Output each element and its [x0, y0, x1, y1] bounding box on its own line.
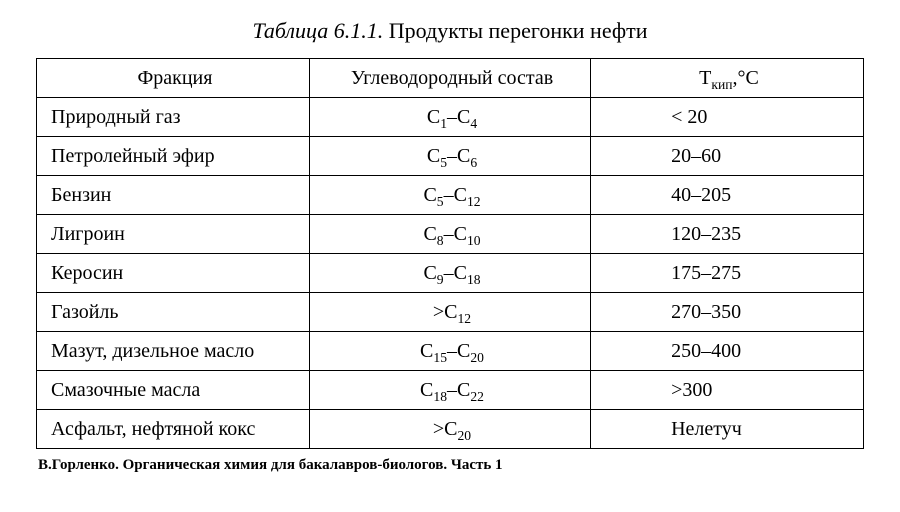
cell-temperature: < 20 [591, 98, 864, 137]
cell-temperature: Нелетуч [591, 410, 864, 449]
th-temp-pre: Т [699, 67, 711, 89]
table-row: БензинС5–С1240–205 [37, 176, 864, 215]
table-row: Петролейный эфирС5–С620–60 [37, 137, 864, 176]
footer-citation: В.Горленко. Органическая химия для бакал… [36, 457, 864, 474]
table-row: Асфальт, нефтяной кокс>С20Нелетуч [37, 410, 864, 449]
cell-composition: С1–С4 [309, 98, 590, 137]
table-row: Мазут, дизельное маслоС15–С20250–400 [37, 332, 864, 371]
cell-composition: >С20 [309, 410, 590, 449]
cell-composition: С8–С10 [309, 215, 590, 254]
th-temp-sub: кип [711, 77, 732, 92]
title-number: Таблица 6.1.1. [252, 18, 383, 43]
cell-fraction: Керосин [37, 254, 310, 293]
table-row: Смазочные маслаС18–С22>300 [37, 371, 864, 410]
cell-fraction: Газойль [37, 293, 310, 332]
table-row: КеросинС9–С18175–275 [37, 254, 864, 293]
th-fraction: Фракция [37, 59, 310, 98]
cell-temperature: >300 [591, 371, 864, 410]
cell-composition: С5–С6 [309, 137, 590, 176]
table-row: Газойль>С12270–350 [37, 293, 864, 332]
cell-temperature: 250–400 [591, 332, 864, 371]
table-row: Природный газС1–С4< 20 [37, 98, 864, 137]
th-temp-post: ,°С [733, 67, 759, 89]
cell-temperature: 175–275 [591, 254, 864, 293]
cell-fraction: Лигроин [37, 215, 310, 254]
cell-fraction: Мазут, дизельное масло [37, 332, 310, 371]
cell-composition: С9–С18 [309, 254, 590, 293]
th-composition: Углеводородный состав [309, 59, 590, 98]
cell-fraction: Асфальт, нефтяной кокс [37, 410, 310, 449]
cell-fraction: Бензин [37, 176, 310, 215]
cell-composition: С18–С22 [309, 371, 590, 410]
table-row: ЛигроинС8–С10120–235 [37, 215, 864, 254]
cell-composition: С15–С20 [309, 332, 590, 371]
table-title: Таблица 6.1.1. Продукты перегонки нефти [36, 18, 864, 44]
page: Таблица 6.1.1. Продукты перегонки нефти … [0, 0, 900, 474]
th-temperature: Ткип,°С [591, 59, 864, 98]
cell-composition: >С12 [309, 293, 590, 332]
cell-fraction: Петролейный эфир [37, 137, 310, 176]
title-text: Продукты перегонки нефти [389, 18, 648, 43]
cell-temperature: 20–60 [591, 137, 864, 176]
cell-composition: С5–С12 [309, 176, 590, 215]
cell-temperature: 40–205 [591, 176, 864, 215]
table-header-row: Фракция Углеводородный состав Ткип,°С [37, 59, 864, 98]
cell-fraction: Смазочные масла [37, 371, 310, 410]
cell-temperature: 270–350 [591, 293, 864, 332]
fractions-table: Фракция Углеводородный состав Ткип,°С Пр… [36, 58, 864, 449]
cell-fraction: Природный газ [37, 98, 310, 137]
cell-temperature: 120–235 [591, 215, 864, 254]
